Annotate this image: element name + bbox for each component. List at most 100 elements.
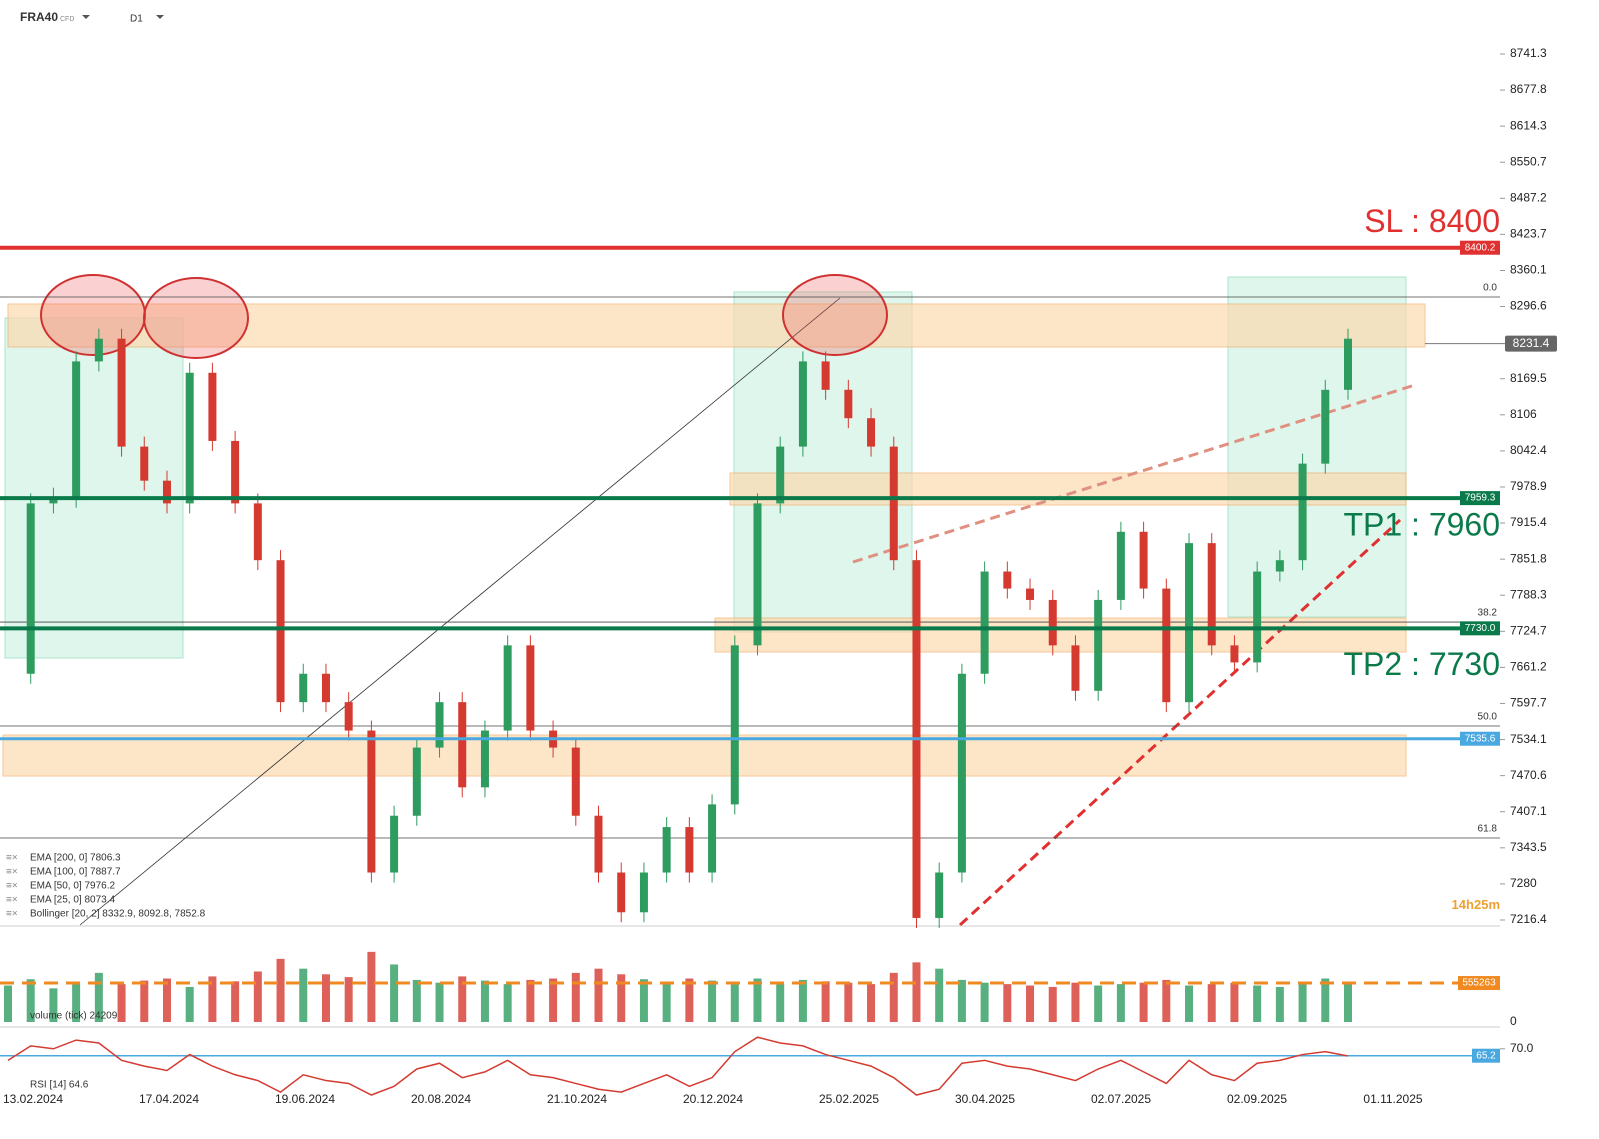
candle-body	[662, 827, 671, 873]
candle-body	[458, 702, 467, 788]
candle-body	[1048, 599, 1057, 646]
legend-icon: ≡×	[6, 909, 18, 920]
volume-bar	[208, 976, 217, 1022]
x-tick-label: 17.04.2024	[139, 1092, 199, 1106]
volume-bar	[1139, 982, 1148, 1022]
volume-bar	[321, 974, 330, 1022]
volume-bar	[162, 978, 171, 1022]
y-tick-label: 7470.6	[1510, 768, 1547, 782]
fib-label: 50.0	[1478, 712, 1498, 723]
timeframe[interactable]: D1	[130, 14, 143, 25]
volume-bar	[299, 968, 308, 1022]
candle-body	[935, 872, 944, 918]
avg-badge	[1458, 976, 1500, 991]
volume-bar	[594, 968, 603, 1022]
y-tick-label: 8550.7	[1510, 154, 1547, 168]
level-label: 7535.6	[1465, 733, 1496, 744]
x-tick-label: 19.06.2024	[275, 1092, 335, 1106]
annotations	[40, 274, 1416, 927]
candle-body	[798, 361, 807, 447]
x-tick-label: 21.10.2024	[547, 1092, 607, 1106]
x-tick-label: 01.11.2025	[1363, 1092, 1422, 1106]
y-tick-label: 7534.1	[1510, 732, 1547, 746]
candle-body	[72, 361, 81, 498]
x-tick-label: 02.09.2025	[1227, 1092, 1287, 1106]
candle-body	[821, 361, 830, 390]
legend-icon: ≡×	[6, 895, 18, 906]
level-label: 7959.3	[1465, 493, 1496, 504]
x-tick-label: 20.08.2024	[411, 1092, 471, 1106]
indicator-label: EMA [100, 0] 7887.7	[30, 867, 121, 878]
volume-bar	[639, 979, 648, 1022]
y-tick-label: 7915.4	[1510, 515, 1547, 529]
volume-bar	[708, 980, 717, 1022]
y-tick-label: 8360.1	[1510, 263, 1547, 277]
volume-bar	[844, 982, 853, 1022]
indicator-label: EMA [200, 0] 7806.3	[30, 853, 121, 864]
volume-bar	[1003, 984, 1012, 1022]
timer-part: 25	[1474, 897, 1488, 912]
fib-label: 38.2	[1478, 608, 1498, 619]
candle-body	[140, 446, 149, 481]
volume-bar	[776, 984, 785, 1022]
y-tick-label: 8042.4	[1510, 443, 1547, 457]
y-tick-label: 7407.1	[1510, 804, 1547, 818]
candle-body	[730, 645, 739, 805]
legend-icon: ≡×	[6, 853, 18, 864]
level-label: 7730.0	[1465, 623, 1496, 634]
candle-body	[1207, 543, 1216, 646]
y-tick-label: 7216.4	[1510, 912, 1547, 926]
level-note: TP2 : 7730	[1343, 646, 1500, 682]
timer-part: h	[1466, 897, 1474, 912]
candle-body	[1185, 543, 1194, 703]
y-tick-label: 8677.8	[1510, 82, 1547, 96]
volume-bar	[72, 982, 81, 1022]
y-tick-label: 7851.8	[1510, 551, 1547, 565]
volume-bar	[1253, 985, 1262, 1022]
volume-bar	[1275, 986, 1284, 1022]
candle-body	[367, 730, 376, 873]
symbol[interactable]: FRA40	[20, 10, 58, 24]
volume-bar	[94, 972, 103, 1022]
volume-bar	[49, 988, 58, 1022]
volume-bar	[753, 978, 762, 1022]
indicator-label: EMA [50, 0] 7976.2	[30, 881, 115, 892]
volume-bar	[1071, 982, 1080, 1022]
indicator-label: EMA [25, 0] 8073.4	[30, 895, 115, 906]
y-tick-label: 7978.9	[1510, 479, 1547, 493]
volume-bar	[503, 984, 512, 1022]
y-tick-label: 8169.5	[1510, 371, 1547, 385]
rsi-badge	[1472, 1048, 1500, 1063]
candle-body	[1253, 571, 1262, 663]
candle-body	[685, 827, 694, 873]
candle-body	[526, 645, 535, 731]
volume-bar	[1185, 985, 1194, 1022]
volume-bar	[526, 979, 535, 1022]
rsi-title: RSI [14] 64.6	[30, 1080, 89, 1091]
rsi-line	[7, 1036, 1349, 1096]
y-tick-label: 8614.3	[1510, 118, 1547, 132]
candle-body	[867, 418, 876, 447]
volume-bar	[480, 980, 489, 1022]
candle-body	[503, 645, 512, 731]
candle-body	[889, 446, 898, 561]
candle-body	[1003, 571, 1012, 589]
volume-bar	[617, 974, 626, 1022]
volume-bar	[867, 984, 876, 1022]
candle-body	[1094, 599, 1103, 691]
level-note: TP1 : 7960	[1343, 507, 1500, 543]
y-tick-label: 8296.6	[1510, 299, 1547, 313]
dropdown[interactable]	[82, 15, 90, 19]
y-tick-label: 8423.7	[1510, 227, 1547, 241]
x-tick-label: 20.12.2024	[683, 1092, 743, 1106]
dropdown[interactable]	[156, 15, 164, 19]
volume-bar	[662, 982, 671, 1022]
volume-bar	[1344, 984, 1352, 1022]
volume-bar	[730, 982, 739, 1022]
level-note: SL : 8400	[1364, 203, 1500, 239]
candle-body	[253, 503, 262, 561]
volume-bar	[1094, 985, 1103, 1022]
volume-title: volume (tick) 24209	[30, 1011, 118, 1022]
volume-bar	[935, 968, 944, 1022]
volume-bar	[26, 979, 35, 1022]
